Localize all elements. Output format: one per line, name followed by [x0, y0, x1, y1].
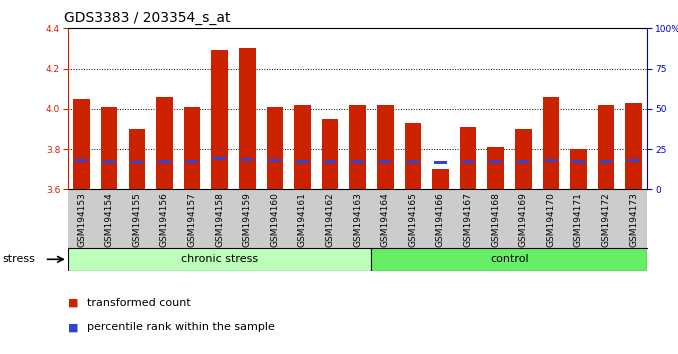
- Bar: [627, 159, 640, 162]
- FancyBboxPatch shape: [372, 248, 647, 271]
- Text: GSM194153: GSM194153: [77, 192, 86, 247]
- Bar: [625, 103, 642, 189]
- Bar: [268, 159, 281, 162]
- Bar: [460, 127, 477, 189]
- Text: transformed count: transformed count: [87, 298, 191, 308]
- Bar: [296, 160, 308, 163]
- Bar: [349, 105, 366, 189]
- Text: GSM194165: GSM194165: [408, 192, 418, 247]
- Bar: [351, 160, 364, 163]
- Bar: [462, 160, 475, 163]
- Text: GSM194156: GSM194156: [160, 192, 169, 247]
- Text: GSM194171: GSM194171: [574, 192, 583, 247]
- Text: GSM194166: GSM194166: [436, 192, 445, 247]
- Text: GSM194173: GSM194173: [629, 192, 638, 247]
- Text: ■: ■: [68, 322, 78, 332]
- Bar: [131, 161, 143, 164]
- Text: stress: stress: [2, 254, 35, 264]
- Text: GSM194154: GSM194154: [104, 192, 114, 247]
- Text: control: control: [490, 254, 529, 264]
- Bar: [186, 160, 198, 163]
- Bar: [212, 51, 228, 189]
- Bar: [239, 48, 256, 189]
- Bar: [324, 160, 336, 163]
- Bar: [214, 156, 226, 160]
- Text: GSM194155: GSM194155: [132, 192, 141, 247]
- Text: ■: ■: [68, 298, 78, 308]
- Bar: [544, 159, 557, 162]
- Bar: [515, 129, 532, 189]
- Bar: [405, 123, 421, 189]
- Bar: [103, 160, 115, 163]
- Text: GSM194169: GSM194169: [519, 192, 527, 247]
- Text: GSM194158: GSM194158: [215, 192, 224, 247]
- Bar: [73, 99, 90, 189]
- Text: GSM194172: GSM194172: [601, 192, 611, 247]
- Text: GDS3383 / 203354_s_at: GDS3383 / 203354_s_at: [64, 11, 231, 25]
- Text: GSM194157: GSM194157: [188, 192, 197, 247]
- Text: GSM194161: GSM194161: [298, 192, 307, 247]
- Bar: [432, 169, 449, 189]
- Bar: [570, 149, 586, 189]
- Text: GSM194164: GSM194164: [381, 192, 390, 247]
- Text: GSM194162: GSM194162: [325, 192, 334, 247]
- Bar: [75, 159, 88, 162]
- Bar: [101, 107, 117, 189]
- Bar: [487, 147, 504, 189]
- Bar: [158, 160, 171, 163]
- Bar: [294, 105, 311, 189]
- Text: GSM194160: GSM194160: [271, 192, 279, 247]
- Bar: [377, 105, 393, 189]
- Bar: [379, 160, 391, 163]
- Bar: [407, 160, 419, 163]
- Bar: [184, 107, 200, 189]
- Bar: [434, 161, 447, 164]
- Bar: [129, 129, 145, 189]
- Text: chronic stress: chronic stress: [181, 254, 258, 264]
- Bar: [241, 158, 254, 161]
- FancyBboxPatch shape: [68, 248, 372, 271]
- Bar: [156, 97, 173, 189]
- Text: GSM194159: GSM194159: [243, 192, 252, 247]
- Bar: [322, 119, 338, 189]
- Bar: [572, 160, 584, 163]
- Bar: [490, 160, 502, 163]
- Text: GSM194167: GSM194167: [464, 192, 473, 247]
- Bar: [600, 160, 612, 163]
- Text: percentile rank within the sample: percentile rank within the sample: [87, 322, 275, 332]
- Bar: [542, 97, 559, 189]
- Text: GSM194170: GSM194170: [546, 192, 555, 247]
- Bar: [517, 160, 530, 163]
- Text: GSM194168: GSM194168: [491, 192, 500, 247]
- Bar: [598, 105, 614, 189]
- Text: GSM194163: GSM194163: [353, 192, 362, 247]
- Bar: [266, 107, 283, 189]
